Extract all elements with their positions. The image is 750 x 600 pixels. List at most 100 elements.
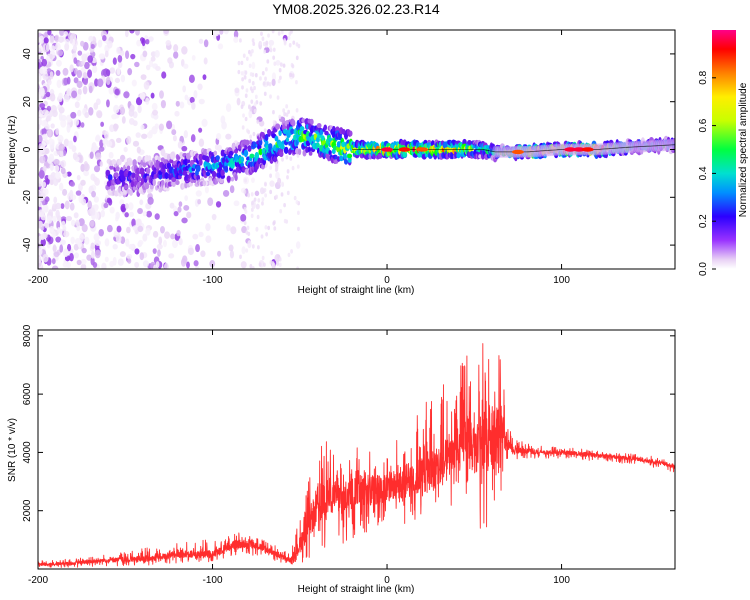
spectrogram-cell	[115, 234, 122, 244]
spectrogram-cell	[179, 101, 185, 109]
spectrogram-cell	[38, 181, 43, 187]
spectrogram-cell	[142, 50, 148, 58]
spectrogram-cell	[148, 36, 154, 42]
spectrogram-cell	[251, 38, 255, 43]
spectrogram-cell	[127, 258, 132, 264]
spectrogram-cell	[132, 140, 140, 147]
y-tick-label: 8000	[22, 324, 33, 347]
spectrogram-cell	[271, 30, 275, 34]
spectrogram-cell	[249, 72, 253, 77]
spectrogram-cell	[66, 124, 71, 133]
spectrogram-cell	[186, 158, 191, 164]
snr-x-ticks: -200 -100 0 100	[28, 330, 570, 586]
spectrogram-cell	[193, 260, 199, 267]
spectrogram-peak	[381, 147, 394, 152]
spectrogram-cell	[280, 192, 284, 197]
spectrogram-cell	[44, 222, 49, 229]
spectrogram-cell	[55, 69, 61, 76]
spectrogram-cell	[38, 169, 45, 179]
spectrogram-cell	[240, 71, 244, 76]
spectrogram-cell	[273, 61, 277, 66]
y-tick-label: 4000	[22, 441, 33, 464]
spectrogram-cell	[131, 218, 136, 228]
spectrogram-cell	[295, 241, 301, 249]
spectrogram-cell	[117, 54, 123, 63]
spectrogram-cell	[274, 135, 279, 142]
spectrogram-cell	[121, 116, 126, 124]
spectrogram-cell	[39, 155, 46, 164]
spectrogram-cell	[80, 179, 86, 186]
x-tick-label: 100	[553, 275, 570, 286]
spectrogram-cell	[262, 41, 266, 47]
spectrogram-cell	[275, 163, 278, 169]
spectrogram-cell	[258, 148, 263, 156]
spectrogram-cell	[64, 200, 70, 210]
spectrogram-cell	[243, 75, 247, 80]
spectrogram-cell	[241, 85, 244, 90]
spectrogram-cell	[38, 109, 44, 118]
spectrogram-cell	[240, 104, 244, 109]
spectrogram-cell	[145, 39, 150, 45]
spectrogram-cell	[261, 197, 265, 202]
spectrogram-cell	[46, 105, 52, 112]
spectrogram-cell	[248, 78, 252, 84]
spectrogram-cell	[59, 182, 64, 191]
spectrogram-cell	[38, 62, 41, 71]
spectrogram-cell	[135, 97, 143, 106]
spectrogram-cell	[187, 247, 194, 256]
spectrogram-cell	[73, 118, 80, 126]
spectrogram-cell	[281, 157, 284, 162]
spectrogram-cell	[277, 31, 281, 36]
spectrogram-cell	[250, 192, 254, 197]
spectrogram-cell	[169, 202, 175, 209]
spectrogram-cell	[68, 140, 74, 150]
spectrogram-cell	[219, 30, 224, 35]
spectrogram-cell	[109, 260, 115, 268]
spectrogram-cell	[160, 148, 166, 157]
spectrogram-cell	[295, 199, 299, 205]
spectrogram-cell	[251, 177, 255, 183]
spectrogram-cell	[162, 168, 166, 175]
spectrogram-cell	[146, 210, 152, 218]
y-tick-label: 6000	[22, 383, 33, 406]
spectrogram-cell	[142, 260, 149, 268]
spectrogram-cell	[272, 120, 276, 125]
spectrogram-cell	[73, 252, 79, 259]
colorbar-ticks: 0.0 0.2 0.4 0.6 0.8	[698, 70, 716, 276]
spectrogram-cell	[104, 256, 109, 263]
spectrogram-cell	[60, 203, 65, 209]
spectrogram-peak	[573, 147, 586, 152]
spectrogram-cell	[263, 128, 267, 133]
spectrogram-cell	[402, 151, 408, 158]
spectrogram-cell	[174, 110, 180, 117]
spectrogram-cell	[197, 199, 202, 205]
spectrogram-cell	[301, 118, 306, 123]
snr-y-label: SNR (10 * v/v)	[7, 418, 18, 482]
spectrogram-cell	[139, 252, 145, 261]
spectrogram-cell	[180, 258, 187, 267]
spectrogram-cell	[76, 174, 81, 181]
spectrogram-cell	[237, 60, 241, 66]
spectrogram-cell	[286, 169, 290, 174]
spectrogram-cell	[253, 85, 256, 91]
spectrogram-cell	[347, 153, 353, 159]
spectrogram-cell	[126, 253, 133, 260]
spectrogram-cell	[82, 72, 88, 78]
spectrogram-cell	[94, 249, 101, 259]
spectrogram-cell	[66, 76, 71, 85]
spectrogram-cell	[295, 55, 299, 61]
spectrogram-cell	[211, 213, 217, 221]
spectrogram-cell	[215, 155, 220, 161]
spectrogram-cell	[295, 108, 299, 113]
spectrogram-cell	[281, 181, 284, 187]
spectrogram-cell	[233, 200, 240, 207]
spectrogram-cell	[108, 198, 113, 206]
spectrogram-cell	[53, 158, 60, 166]
spectrogram-cell	[220, 169, 225, 177]
spectrogram-cell	[163, 262, 169, 269]
spectrogram-cell	[98, 146, 105, 152]
spectrogram-cell	[265, 232, 269, 237]
spectrogram-cell	[192, 233, 199, 240]
spectrogram-cell	[269, 180, 275, 187]
spectrogram-cell	[280, 144, 285, 150]
